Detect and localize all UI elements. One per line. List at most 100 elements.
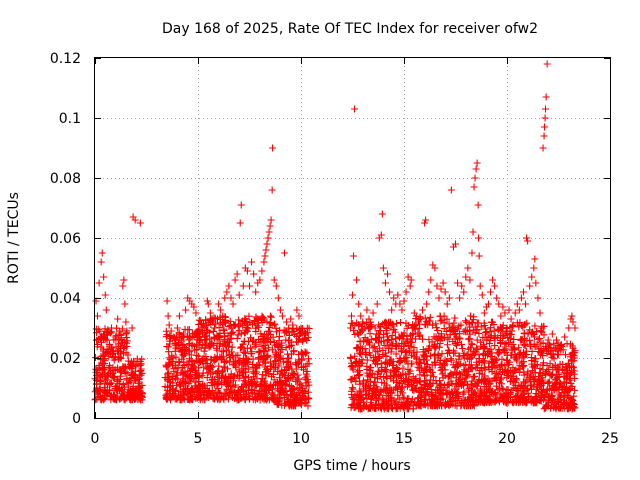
data-point: [421, 219, 429, 227]
data-point: [476, 391, 484, 399]
data-point: [479, 350, 487, 358]
data-point: [431, 361, 439, 369]
data-point: [198, 372, 206, 380]
data-point: [396, 379, 404, 387]
data-point: [177, 382, 185, 390]
data-point: [231, 358, 239, 366]
data-point: [501, 340, 509, 348]
data-point: [377, 231, 385, 239]
data-point: [472, 165, 480, 173]
data-point: [556, 344, 564, 352]
data-point: [97, 258, 105, 266]
data-point: [170, 390, 178, 398]
data-point: [430, 333, 438, 341]
y-tick-label: 0.04: [50, 291, 81, 307]
data-point: [510, 384, 518, 392]
data-point: [434, 327, 442, 335]
data-point: [365, 339, 373, 347]
data-point: [449, 338, 457, 346]
data-point: [506, 393, 514, 401]
data-point: [241, 319, 249, 327]
data-point: [375, 321, 383, 329]
data-point: [276, 327, 284, 335]
data-point: [302, 399, 310, 407]
data-point: [561, 333, 569, 341]
data-point: [276, 354, 284, 362]
data-point: [262, 246, 270, 254]
data-point: [261, 383, 269, 391]
data-point: [173, 371, 181, 379]
data-point: [390, 377, 398, 385]
data-point: [538, 378, 546, 386]
data-point: [504, 333, 512, 341]
data-point: [101, 355, 109, 363]
data-point: [351, 359, 359, 367]
data-point: [175, 358, 183, 366]
data-point: [499, 346, 507, 354]
data-point: [536, 309, 544, 317]
data-point: [178, 348, 186, 356]
data-point: [422, 377, 430, 385]
data-point: [374, 348, 382, 356]
data-point: [376, 334, 384, 342]
data-point: [439, 359, 447, 367]
data-point: [547, 394, 555, 402]
data-point: [384, 386, 392, 394]
data-point: [186, 372, 194, 380]
data-point: [288, 365, 296, 373]
data-point: [491, 364, 499, 372]
data-point: [96, 327, 104, 335]
data-point: [102, 306, 110, 314]
data-point: [121, 300, 129, 308]
data-point: [212, 355, 220, 363]
data-point: [383, 387, 391, 395]
data-point: [402, 349, 410, 357]
data-point: [465, 384, 473, 392]
data-point: [508, 346, 516, 354]
data-point: [136, 219, 144, 227]
data-point: [218, 348, 226, 356]
data-point: [402, 288, 410, 296]
data-point: [389, 320, 397, 328]
data-point: [426, 376, 434, 384]
data-point: [228, 393, 236, 401]
data-point: [490, 327, 498, 335]
data-point: [99, 334, 107, 342]
data-point: [184, 371, 192, 379]
data-point: [259, 355, 267, 363]
data-point: [503, 324, 511, 332]
data-point: [405, 375, 413, 383]
data-point: [486, 380, 494, 388]
data-point: [165, 321, 173, 329]
data-point: [118, 339, 126, 347]
data-point: [473, 344, 481, 352]
data-point: [522, 300, 530, 308]
data-point: [495, 350, 503, 358]
data-point: [229, 328, 237, 336]
data-point: [438, 370, 446, 378]
data-point: [510, 335, 518, 343]
data-point: [486, 328, 494, 336]
data-point: [95, 361, 103, 369]
data-point: [531, 255, 539, 263]
data-point: [534, 384, 542, 392]
data-point: [455, 322, 463, 330]
data-point: [362, 351, 370, 359]
data-point: [356, 371, 364, 379]
data-point: [519, 390, 527, 398]
data-point: [230, 322, 238, 330]
data-point: [455, 355, 463, 363]
data-point: [301, 394, 309, 402]
data-point: [419, 389, 427, 397]
data-point: [173, 395, 181, 403]
data-point: [260, 396, 268, 404]
data-point: [251, 318, 259, 326]
data-point: [190, 303, 198, 311]
data-point: [436, 389, 444, 397]
data-point: [509, 321, 517, 329]
data-point: [425, 336, 433, 344]
data-point: [401, 378, 409, 386]
data-point: [260, 258, 268, 266]
data-point: [241, 380, 249, 388]
data-point: [273, 341, 281, 349]
